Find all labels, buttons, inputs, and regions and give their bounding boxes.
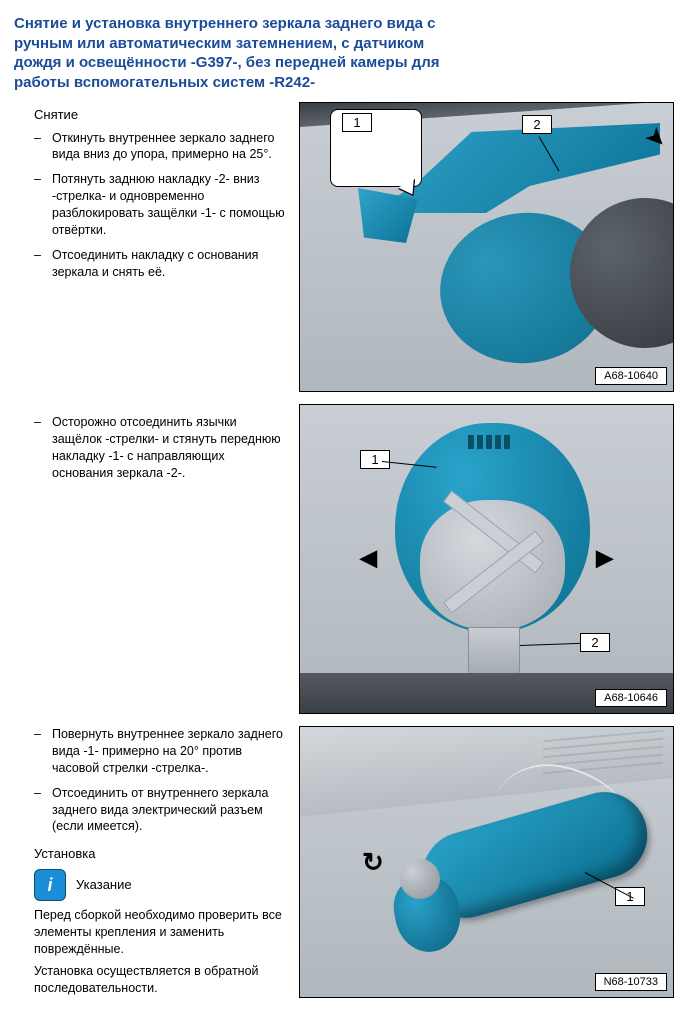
figure-1: 1 2 ➤ A68-10640 — [299, 102, 674, 392]
step-block-1: Снятие Откинуть внутреннее зеркало задне… — [14, 102, 686, 392]
list-item: Осторожно отсоединить язычки защёлок -ст… — [34, 414, 289, 482]
text-column-1: Снятие Откинуть внутреннее зеркало задне… — [14, 102, 299, 289]
step-block-2: Осторожно отсоединить язычки защёлок -ст… — [14, 404, 686, 714]
mount-ball — [400, 859, 440, 899]
callout-line — [520, 643, 580, 646]
list-item: Потянуть заднюю накладку -2- вниз -стрел… — [34, 171, 289, 239]
callout-1: 1 — [360, 450, 390, 469]
text-column-2: Осторожно отсоединить язычки защёлок -ст… — [14, 404, 299, 490]
note-label: Указание — [76, 876, 132, 894]
info-icon: i — [34, 869, 66, 901]
figure-code: A68-10646 — [595, 689, 667, 707]
list-item: Повернуть внутреннее зеркало заднего вид… — [34, 726, 289, 777]
callout-1: 1 — [342, 113, 372, 132]
list-item: Откинуть внутреннее зеркало заднего вида… — [34, 130, 289, 164]
list-item: Отсоединить от внутреннего зеркала задне… — [34, 785, 289, 836]
figure-code: N68-10733 — [595, 973, 667, 991]
rotate-arrow-icon: ↻ — [362, 847, 384, 878]
callout-2: 2 — [522, 115, 552, 134]
step-block-3: Повернуть внутреннее зеркало заднего вид… — [14, 726, 686, 1003]
info-row: i Указание — [34, 869, 289, 901]
arrow-left-icon: ◀ — [360, 545, 377, 571]
list-item: Отсоединить накладку с основания зеркала… — [34, 247, 289, 281]
text-column-3: Повернуть внутреннее зеркало заднего вид… — [14, 726, 299, 1003]
removal-heading: Снятие — [34, 106, 289, 124]
note-paragraph: Перед сборкой необходимо проверить все э… — [34, 907, 289, 958]
install-heading: Установка — [34, 845, 289, 863]
figure-2: ◀ ▶ 1 2 A68-10646 — [299, 404, 674, 714]
note-paragraph: Установка осуществляется в обратной посл… — [34, 963, 289, 997]
vent-slots — [468, 435, 510, 449]
figure-code: A68-10640 — [595, 367, 667, 385]
page-title: Снятие и установка внутреннего зеркала з… — [14, 14, 454, 92]
figure-3: ↻ 1 N68-10733 — [299, 726, 674, 998]
callout-2: 2 — [580, 633, 610, 652]
arrow-right-icon: ▶ — [596, 545, 613, 571]
